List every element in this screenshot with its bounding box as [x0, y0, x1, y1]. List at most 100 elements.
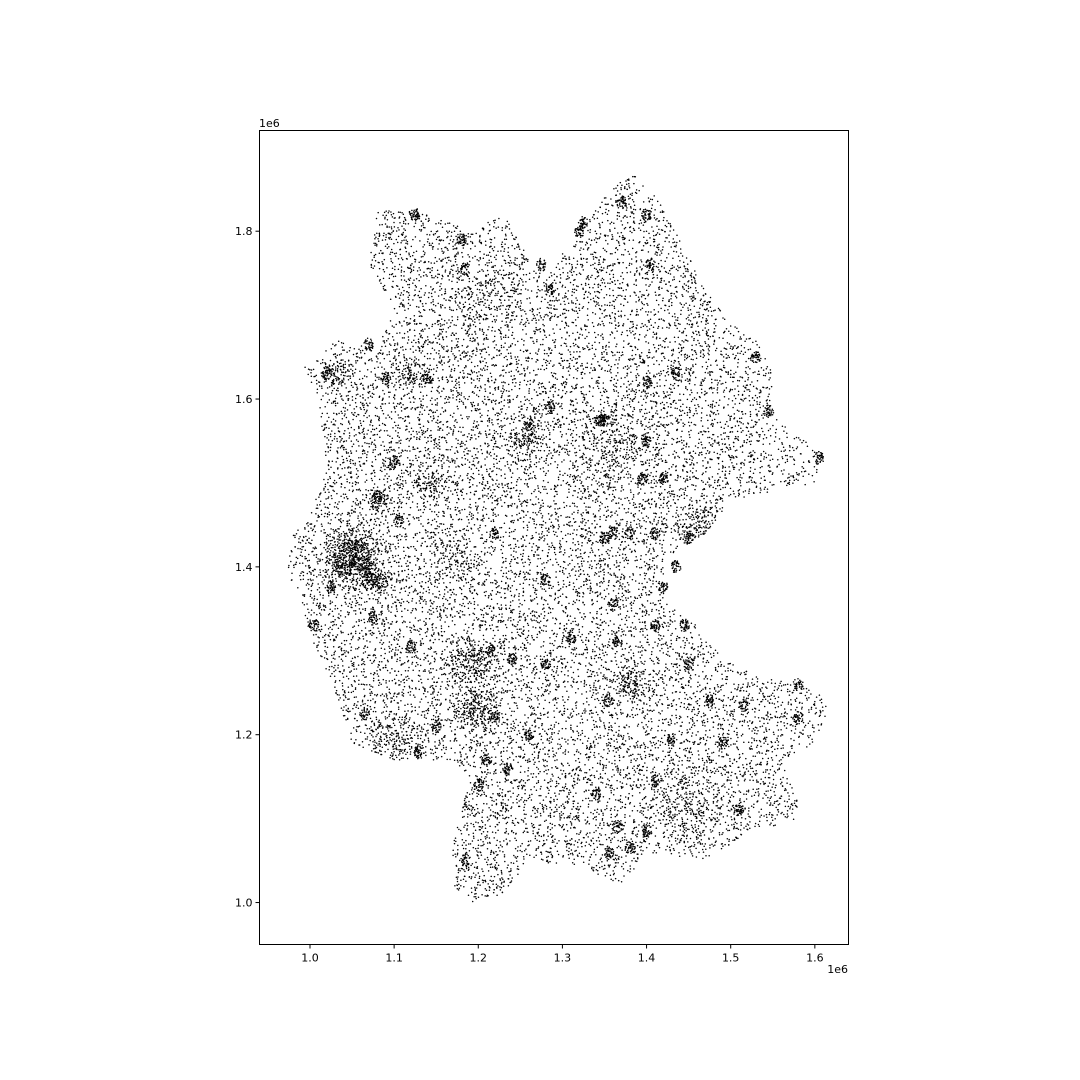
scatter-point [547, 464, 550, 466]
scatter-point [706, 481, 709, 483]
scatter-point [435, 503, 437, 505]
scatter-point [298, 538, 300, 540]
scatter-point [598, 866, 601, 869]
scatter-point [572, 795, 575, 798]
scatter-point [647, 563, 649, 566]
scatter-point [601, 221, 604, 224]
scatter-point [780, 715, 782, 718]
scatter-point [776, 769, 779, 771]
scatter-point [551, 669, 553, 671]
scatter-point [595, 689, 598, 691]
scatter-point [571, 274, 574, 276]
scatter-point [509, 345, 512, 348]
scatter-point [411, 574, 413, 576]
scatter-point [632, 213, 635, 215]
scatter-point [698, 311, 700, 313]
scatter-point [786, 454, 788, 457]
scatter-point [488, 259, 490, 261]
scatter-point [739, 829, 742, 831]
scatter-point [721, 480, 724, 482]
scatter-point [556, 413, 559, 415]
scatter-point [466, 824, 469, 827]
scatter-point [467, 335, 470, 337]
scatter-point [430, 244, 432, 247]
scatter-point [639, 846, 641, 848]
scatter-point [482, 506, 485, 508]
scatter-point [752, 371, 754, 374]
scatter-point [538, 387, 541, 389]
scatter-point [698, 704, 701, 707]
scatter-point [568, 792, 570, 794]
scatter-point [727, 696, 730, 699]
scatter-point [653, 512, 655, 514]
scatter-point [666, 603, 668, 606]
scatter-point [518, 280, 520, 282]
scatter-point [662, 340, 665, 342]
scatter-point [628, 772, 631, 775]
scatter-point [442, 368, 444, 371]
scatter-point [774, 748, 776, 750]
scatter-point [810, 706, 813, 709]
scatter-point [655, 294, 657, 296]
scatter-point [700, 479, 703, 482]
scatter-point [616, 854, 618, 857]
scatter-point [397, 235, 400, 238]
scatter-point [689, 379, 691, 382]
scatter-point [540, 586, 542, 588]
scatter-point [653, 245, 656, 247]
scatter-point [659, 694, 662, 697]
scatter-point [474, 546, 477, 548]
scatter-point [643, 663, 645, 665]
scatter-point [438, 441, 441, 444]
scatter-point [663, 396, 665, 399]
scatter-point [555, 670, 558, 672]
scatter-point [420, 329, 423, 332]
scatter-point [474, 895, 477, 898]
scatter-point [673, 278, 676, 281]
scatter-point [515, 688, 517, 690]
scatter-point [457, 304, 459, 306]
scatter-point [633, 406, 635, 409]
scatter-point [707, 303, 709, 306]
scatter-point [569, 351, 571, 353]
scatter-point [529, 336, 532, 339]
scatter-point [629, 205, 632, 208]
scatter-point [307, 525, 309, 527]
scatter-point [520, 558, 523, 561]
scatter-point [623, 838, 626, 841]
scatter-point [673, 768, 675, 770]
scatter-point [403, 472, 405, 474]
scatter-point [472, 832, 475, 834]
scatter-point [581, 732, 584, 735]
scatter-point [592, 692, 595, 694]
scatter-point [741, 733, 744, 736]
scatter-point [369, 537, 371, 540]
scatter-point [659, 712, 662, 715]
scatter-point [732, 715, 734, 717]
scatter-point [653, 217, 656, 219]
scatter-point [457, 439, 459, 442]
scatter-point [586, 345, 588, 347]
scatter-point [612, 289, 614, 292]
scatter-point [802, 461, 805, 463]
scatter-point [548, 755, 550, 758]
scatter-point [702, 695, 705, 698]
scatter-point [387, 526, 390, 528]
scatter-point [627, 589, 629, 591]
scatter-point [507, 261, 510, 264]
scatter-point [547, 768, 550, 771]
scatter-point [620, 807, 622, 809]
scatter-point [488, 354, 490, 356]
scatter-point [543, 562, 545, 564]
scatter-point [503, 680, 505, 683]
scatter-point [392, 722, 395, 725]
scatter-point [564, 774, 567, 777]
scatter-point [693, 397, 696, 399]
scatter-point [506, 757, 509, 760]
scatter-point [492, 637, 494, 640]
scatter-point [676, 509, 678, 512]
scatter-point [382, 441, 384, 443]
scatter-point [609, 525, 611, 527]
scatter-point [419, 450, 422, 453]
scatter-point [537, 405, 540, 408]
